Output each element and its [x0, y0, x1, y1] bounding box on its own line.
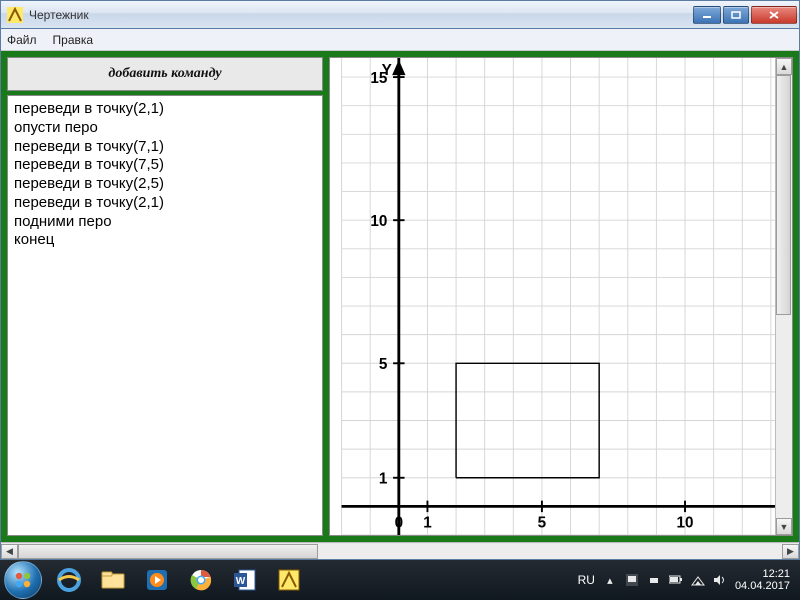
- taskbar-chrome-icon[interactable]: [180, 564, 222, 596]
- command-line[interactable]: переведи в точку(2,5): [14, 175, 316, 194]
- tray-flag-icon[interactable]: [625, 573, 639, 587]
- taskbar-media-icon[interactable]: [136, 564, 178, 596]
- maximize-button[interactable]: [723, 6, 749, 24]
- tray-network-icon[interactable]: [691, 573, 705, 587]
- taskbar-app-icon[interactable]: [268, 564, 310, 596]
- command-line[interactable]: переведи в точку(2,1): [14, 100, 316, 119]
- scroll-thumb[interactable]: [776, 75, 791, 315]
- scroll-right-arrow[interactable]: ▶: [782, 544, 799, 559]
- scroll-left-arrow[interactable]: ◀: [1, 544, 18, 559]
- taskbar-ie-icon[interactable]: [48, 564, 90, 596]
- tray-clock[interactable]: 12:21 04.04.2017: [735, 568, 790, 592]
- app-window: Чертежник Файл Правка добавить команду п…: [0, 0, 800, 560]
- titlebar[interactable]: Чертежник: [1, 1, 799, 29]
- scroll-track[interactable]: [776, 75, 792, 518]
- window-title: Чертежник: [29, 8, 691, 22]
- horizontal-scrollbar[interactable]: ◀ ▶: [1, 542, 799, 559]
- svg-text:5: 5: [538, 514, 547, 531]
- taskbar[interactable]: W RU ▴ 12:21 04.04.2017: [0, 560, 800, 600]
- svg-text:10: 10: [370, 213, 387, 230]
- window-controls: [691, 6, 797, 24]
- command-line[interactable]: переведи в точку(7,5): [14, 156, 316, 175]
- scroll-up-arrow[interactable]: ▲: [776, 58, 792, 75]
- scroll-thumb-h[interactable]: [18, 544, 318, 559]
- command-line[interactable]: опусти перо: [14, 119, 316, 138]
- system-tray: RU ▴ 12:21 04.04.2017: [578, 568, 796, 592]
- svg-text:5: 5: [379, 356, 388, 373]
- language-indicator[interactable]: RU: [578, 573, 595, 587]
- command-line[interactable]: переведи в точку(2,1): [14, 194, 316, 213]
- app-icon: [7, 7, 23, 23]
- command-line[interactable]: переведи в точку(7,1): [14, 138, 316, 157]
- tray-volume-icon[interactable]: [713, 573, 727, 587]
- minimize-button[interactable]: [693, 6, 721, 24]
- scroll-track-h[interactable]: [18, 544, 782, 559]
- taskbar-explorer-icon[interactable]: [92, 564, 134, 596]
- svg-text:15: 15: [370, 70, 387, 87]
- client-area: добавить команду переведи в точку(2,1)оп…: [1, 51, 799, 542]
- tray-battery-icon[interactable]: [669, 573, 683, 587]
- scroll-down-arrow[interactable]: ▼: [776, 518, 792, 535]
- menu-edit[interactable]: Правка: [53, 33, 94, 47]
- menubar: Файл Правка: [1, 29, 799, 51]
- tray-printer-icon[interactable]: [647, 573, 661, 587]
- vertical-scrollbar[interactable]: ▲ ▼: [775, 58, 792, 535]
- tray-chevron-icon[interactable]: ▴: [603, 573, 617, 587]
- canvas-pane: Y1510150151015 ▲ ▼: [329, 57, 793, 536]
- svg-text:0: 0: [395, 514, 403, 531]
- menu-file[interactable]: Файл: [7, 33, 37, 47]
- left-pane: добавить команду переведи в точку(2,1)оп…: [7, 57, 323, 536]
- tray-date: 04.04.2017: [735, 580, 790, 592]
- drawing-canvas[interactable]: Y1510150151015: [330, 58, 792, 535]
- command-list[interactable]: переведи в точку(2,1)опусти перопереведи…: [7, 95, 323, 536]
- close-button[interactable]: [751, 6, 797, 24]
- add-command-button[interactable]: добавить команду: [7, 57, 323, 91]
- svg-text:1: 1: [379, 470, 388, 487]
- svg-text:10: 10: [677, 514, 694, 531]
- svg-text:W: W: [236, 576, 246, 587]
- taskbar-word-icon[interactable]: W: [224, 564, 266, 596]
- command-line[interactable]: подними перо: [14, 213, 316, 232]
- start-button[interactable]: [4, 561, 42, 599]
- tray-time: 12:21: [735, 568, 790, 580]
- svg-text:1: 1: [423, 514, 432, 531]
- command-line[interactable]: конец: [14, 231, 316, 250]
